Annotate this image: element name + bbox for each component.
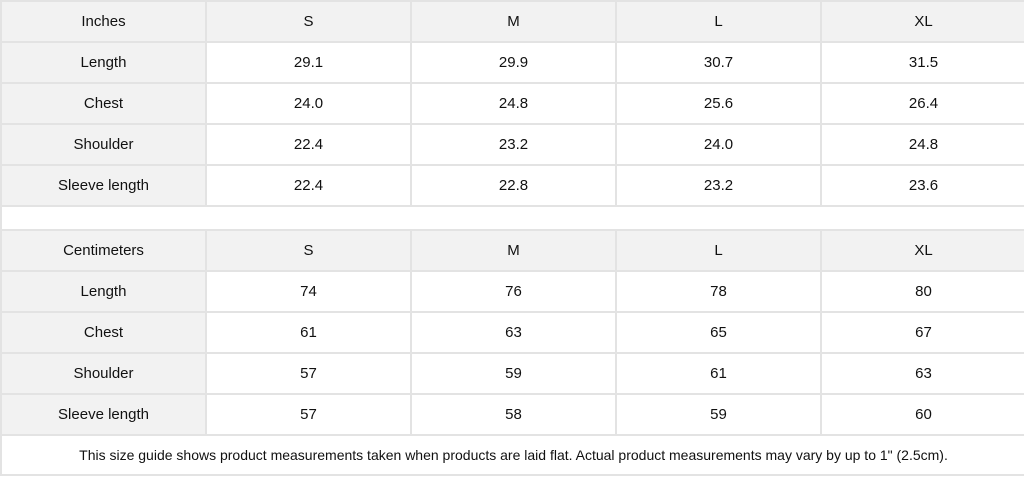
measurement-value: 63 [820, 352, 1024, 395]
centimeters-header-row: Centimeters S M L XL [0, 229, 1024, 272]
spacer [0, 205, 1024, 231]
measurement-value: 59 [410, 352, 617, 395]
size-header: L [615, 0, 822, 43]
measurement-label: Shoulder [0, 123, 207, 166]
measurement-value: 67 [820, 311, 1024, 354]
measurement-value: 22.8 [410, 164, 617, 207]
size-header: L [615, 229, 822, 272]
measurement-value: 24.8 [410, 82, 617, 125]
measurement-value: 58 [410, 393, 617, 436]
measurement-value: 22.4 [205, 164, 412, 207]
measurement-value: 57 [205, 352, 412, 395]
measurement-value: 61 [615, 352, 822, 395]
measurement-label: Length [0, 270, 207, 313]
measurement-label: Chest [0, 311, 207, 354]
measurement-label: Sleeve length [0, 393, 207, 436]
measurement-value: 31.5 [820, 41, 1024, 84]
measurement-value: 24.8 [820, 123, 1024, 166]
measurement-value: 29.1 [205, 41, 412, 84]
size-header: S [205, 0, 412, 43]
measurement-value: 76 [410, 270, 617, 313]
centimeters-table-row: Shoulder 57 59 61 63 [0, 352, 1024, 395]
measurement-value: 26.4 [820, 82, 1024, 125]
spacer-row [0, 205, 1024, 231]
size-header: XL [820, 0, 1024, 43]
measurement-value: 74 [205, 270, 412, 313]
measurement-label: Sleeve length [0, 164, 207, 207]
size-chart-table: Inches S M L XL Length 29.1 29.9 30.7 31.5 Chest 24… [0, 0, 1024, 476]
size-header: S [205, 229, 412, 272]
inches-table-row: Shoulder 22.4 23.2 24.0 24.8 [0, 123, 1024, 166]
measurement-value: 57 [205, 393, 412, 436]
measurement-value: 22.4 [205, 123, 412, 166]
footnote: This size guide shows product measuremen… [0, 434, 1024, 476]
unit-label: Inches [0, 0, 207, 43]
measurement-value: 65 [615, 311, 822, 354]
size-header: M [410, 0, 617, 43]
inches-table-row: Sleeve length 22.4 22.8 23.2 23.6 [0, 164, 1024, 207]
measurement-value: 25.6 [615, 82, 822, 125]
inches-table-row: Length 29.1 29.9 30.7 31.5 [0, 41, 1024, 84]
measurement-label: Length [0, 41, 207, 84]
measurement-value: 59 [615, 393, 822, 436]
measurement-value: 29.9 [410, 41, 617, 84]
measurement-value: 23.2 [410, 123, 617, 166]
footnote-row: This size guide shows product measuremen… [0, 434, 1024, 476]
centimeters-table-row: Length 74 76 78 80 [0, 270, 1024, 313]
measurement-value: 60 [820, 393, 1024, 436]
measurement-value: 24.0 [615, 123, 822, 166]
measurement-value: 24.0 [205, 82, 412, 125]
centimeters-table-row: Sleeve length 57 58 59 60 [0, 393, 1024, 436]
measurement-value: 78 [615, 270, 822, 313]
measurement-value: 80 [820, 270, 1024, 313]
inches-table-row: Chest 24.0 24.8 25.6 26.4 [0, 82, 1024, 125]
measurement-value: 63 [410, 311, 617, 354]
centimeters-table-row: Chest 61 63 65 67 [0, 311, 1024, 354]
size-header: XL [820, 229, 1024, 272]
measurement-value: 23.6 [820, 164, 1024, 207]
unit-label: Centimeters [0, 229, 207, 272]
measurement-value: 30.7 [615, 41, 822, 84]
measurement-value: 23.2 [615, 164, 822, 207]
measurement-label: Shoulder [0, 352, 207, 395]
size-header: M [410, 229, 617, 272]
inches-header-row: Inches S M L XL [0, 0, 1024, 43]
measurement-label: Chest [0, 82, 207, 125]
measurement-value: 61 [205, 311, 412, 354]
